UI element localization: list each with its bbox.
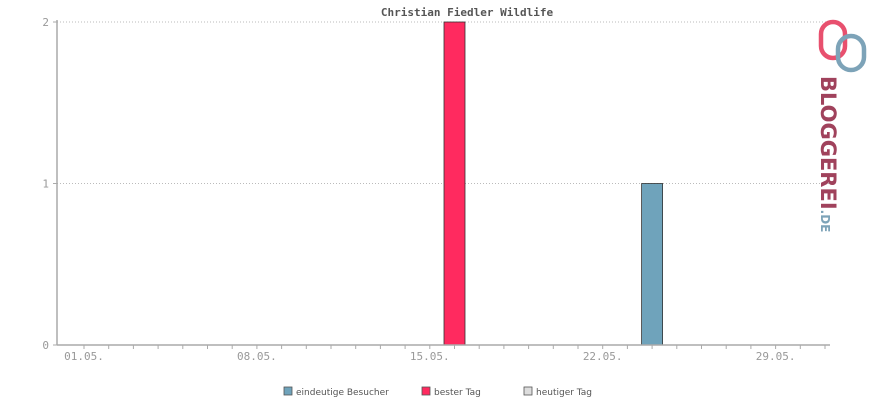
- x-tick-label: 22.05.: [583, 350, 623, 363]
- legend-swatch: [283, 386, 293, 396]
- legend: eindeutige Besucher bester Tag heutiger Ta…: [283, 386, 592, 398]
- legend-swatch: [421, 386, 431, 396]
- legend-label: bester Tag: [434, 388, 481, 398]
- y-tick-label: 0: [42, 339, 49, 352]
- chart-title: Christian Fiedler Wildlife: [381, 6, 554, 19]
- grid-lines: [57, 21, 830, 184]
- x-tick-labels: 01.05. 08.05. 15.05. 22.05. 29.05.: [64, 350, 795, 363]
- y-tick-label: 1: [42, 178, 49, 191]
- y-tick-labels: 0 1 2: [42, 16, 49, 352]
- x-tick-label: 15.05.: [410, 350, 450, 363]
- legend-label: heutiger Tag: [536, 388, 592, 398]
- x-tick-label: 29.05.: [756, 350, 796, 363]
- x-tick-label: 08.05.: [237, 350, 277, 363]
- bar: [641, 183, 663, 346]
- bloggerei-logo-icon: [818, 19, 867, 73]
- axes: [53, 20, 830, 349]
- bar: [443, 21, 466, 346]
- bloggerei-wordmark: BLOGGEREI.DE: [816, 76, 840, 232]
- legend-swatch: [523, 386, 533, 396]
- legend-label: eindeutige Besucher: [296, 388, 389, 398]
- bars: [443, 21, 663, 346]
- y-tick-label: 2: [42, 16, 49, 29]
- x-tick-label: 01.05.: [64, 350, 104, 363]
- bloggerei-branding: BLOGGEREI.DE: [816, 19, 867, 232]
